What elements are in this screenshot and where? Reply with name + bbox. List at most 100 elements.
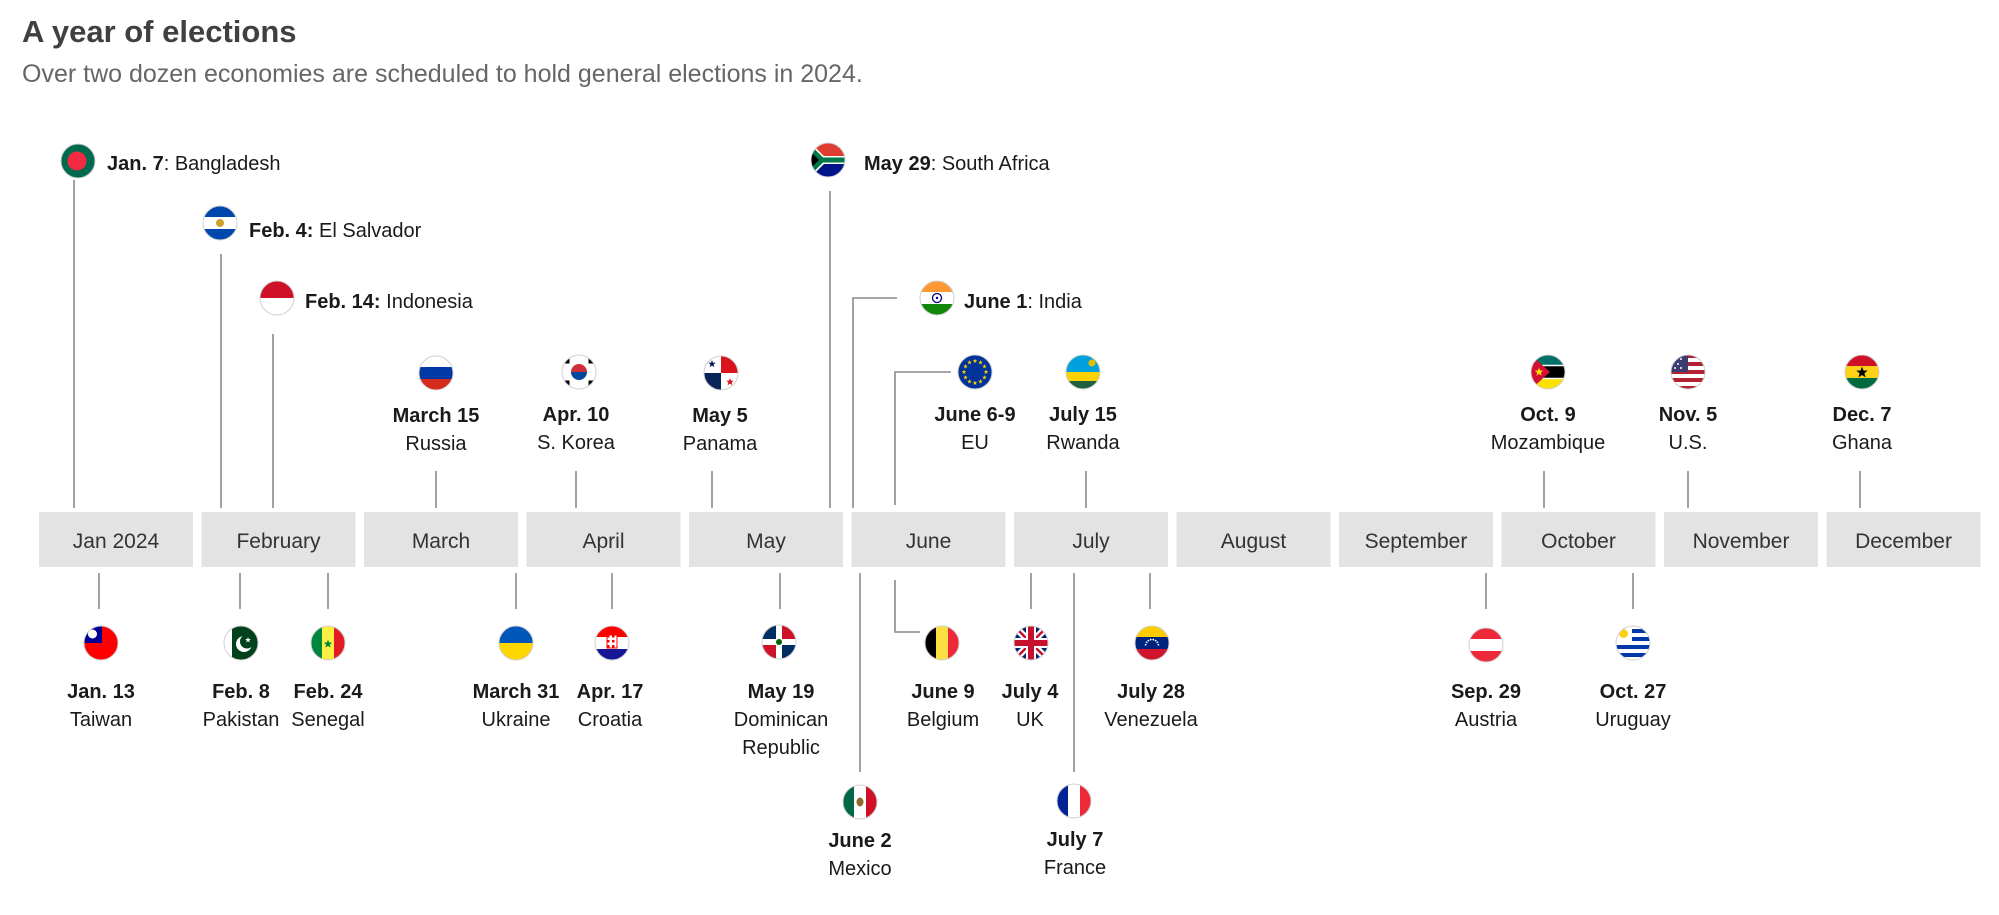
election-date: Apr. 17 — [577, 681, 644, 703]
election-date: Oct. 9 — [1520, 404, 1576, 426]
month-november — [1664, 512, 1818, 567]
election-date: June 9 — [911, 681, 974, 703]
election-country: U.S. — [1669, 432, 1708, 454]
uruguay-flag-icon — [1615, 625, 1651, 661]
month-february — [201, 512, 356, 567]
election-date: Sep. 29 — [1451, 681, 1521, 703]
ukraine-flag-icon — [498, 625, 534, 661]
election-date: July 15 — [1049, 404, 1117, 426]
month-label: July — [1072, 530, 1110, 553]
belgium-flag-icon — [924, 625, 960, 661]
election-country: Panama — [683, 433, 758, 455]
election-date: June 6-9 — [934, 404, 1015, 426]
election-label-s-korea: Apr. 10 S. Korea — [537, 404, 616, 454]
election-country: Dominican Republic — [734, 709, 828, 759]
election-label-austria: Sep. 29 Austria — [1451, 681, 1521, 731]
election-date: June 2 — [828, 830, 891, 852]
month-label: June — [906, 530, 952, 553]
election-date: May 19 — [748, 681, 815, 703]
election-date: Feb. 24 — [294, 681, 364, 703]
election-country: Mexico — [828, 858, 891, 880]
election-label-eu: June 6-9 EU — [934, 404, 1015, 454]
month-march — [364, 512, 518, 567]
election-date: Feb. 8 — [212, 681, 270, 703]
election-date: June 1 — [964, 291, 1027, 313]
election-country: El Salvador — [313, 220, 421, 242]
election-date: Apr. 10 — [543, 404, 610, 426]
month-april — [526, 512, 681, 567]
election-country: Bangladesh — [169, 153, 280, 175]
month-december — [1826, 512, 1981, 567]
month-label: December — [1855, 530, 1952, 553]
month-label: Jan 2024 — [73, 530, 160, 553]
election-label-indonesia: Feb. 14: Indonesia — [305, 291, 474, 313]
election-date: Nov. 5 — [1659, 404, 1718, 426]
uk-flag-icon — [1013, 625, 1049, 661]
month-label: September — [1365, 530, 1468, 553]
india-flag-icon — [919, 280, 955, 316]
month-august — [1176, 512, 1331, 567]
election-label-ukraine: March 31 Ukraine — [473, 681, 560, 731]
leader-line-eu — [894, 371, 951, 505]
election-date: July 28 — [1117, 681, 1185, 703]
chart-title: A year of elections — [22, 14, 297, 49]
election-country: Russia — [405, 433, 467, 455]
election-country: Senegal — [291, 709, 364, 731]
election-date: May 5 — [692, 405, 748, 427]
el-salvador-flag-icon — [202, 205, 238, 241]
election-label-india: June 1: India — [964, 291, 1083, 313]
election-country: Uruguay — [1595, 709, 1671, 731]
election-country: Ghana — [1832, 432, 1893, 454]
election-date: May 29 — [864, 153, 931, 175]
us-flag-icon — [1670, 354, 1706, 390]
election-label-mexico: June 2 Mexico — [828, 830, 891, 880]
election-date: Feb. 14: — [305, 291, 381, 313]
election-label-russia: March 15 Russia — [393, 405, 480, 455]
election-label-taiwan: Jan. 13 Taiwan — [67, 681, 135, 731]
indonesia-flag-icon — [259, 280, 295, 316]
election-label-mozambique: Oct. 9 Mozambique — [1491, 404, 1606, 454]
election-country: Rwanda — [1046, 432, 1120, 454]
month-label: March — [412, 530, 470, 553]
month-label: April — [582, 530, 624, 553]
election-label-bangladesh: Jan. 7: Bangladesh — [107, 153, 280, 175]
leader-line-belgium — [894, 580, 920, 633]
panama-flag-icon — [703, 355, 739, 391]
election-country: Austria — [1455, 709, 1518, 731]
month-label: October — [1541, 530, 1616, 553]
month-june — [851, 512, 1006, 567]
month-may — [689, 512, 843, 567]
election-label-belgium: June 9 Belgium — [907, 681, 979, 731]
election-label-south-africa: May 29: South Africa — [864, 153, 1051, 175]
mexico-flag-icon — [842, 784, 878, 820]
pakistan-flag-icon — [223, 625, 259, 661]
election-label-el-salvador: Feb. 4: El Salvador — [249, 220, 422, 242]
election-country: S. Korea — [537, 432, 616, 454]
election-label-venezuela: July 28 Venezuela — [1104, 681, 1198, 731]
election-date: Jan. 13 — [67, 681, 135, 703]
election-label-croatia: Apr. 17 Croatia — [577, 681, 644, 731]
election-date: July 7 — [1047, 829, 1104, 851]
election-country: Belgium — [907, 709, 979, 731]
election-label-pakistan: Feb. 8 Pakistan — [203, 681, 280, 731]
ghana-flag-icon — [1844, 354, 1880, 390]
election-country: Mozambique — [1491, 432, 1606, 454]
election-country: South Africa — [936, 153, 1050, 175]
month-july — [1014, 512, 1168, 567]
croatia-flag-icon — [594, 625, 630, 661]
election-date: Oct. 27 — [1600, 681, 1667, 703]
mozambique-flag-icon — [1530, 354, 1566, 390]
election-country: Croatia — [578, 709, 643, 731]
bangladesh-flag-icon — [60, 143, 96, 179]
election-date: Feb. 4: — [249, 220, 313, 242]
election-date: March 31 — [473, 681, 560, 703]
austria-flag-icon — [1468, 627, 1504, 663]
month-september — [1339, 512, 1493, 567]
election-country: Indonesia — [381, 291, 474, 313]
election-country: EU — [961, 432, 989, 454]
election-label-uk: July 4 UK — [1002, 681, 1060, 731]
taiwan-flag-icon — [83, 625, 119, 661]
election-date: Dec. 7 — [1833, 404, 1892, 426]
election-label-u-s: Nov. 5 U.S. — [1659, 404, 1718, 454]
election-label-rwanda: July 15 Rwanda — [1046, 404, 1120, 454]
